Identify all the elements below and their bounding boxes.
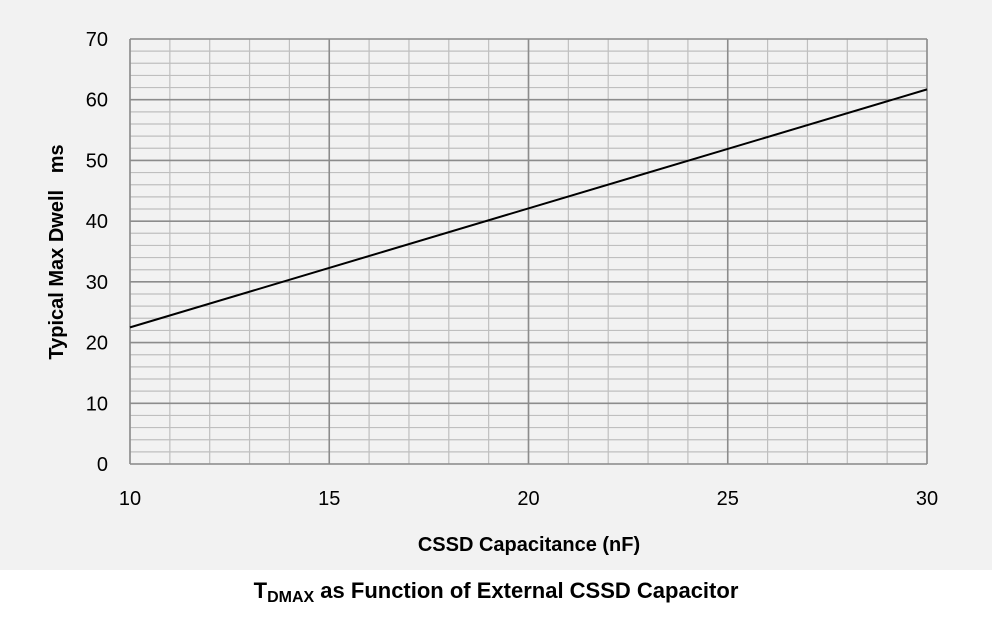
series-layer [129, 88, 928, 329]
major-grid [129, 38, 928, 465]
y-tick-labels: 0 10 20 30 40 50 60 70 [86, 29, 108, 476]
x-tick-labels: 10 15 20 25 30 [119, 488, 938, 510]
caption-suffix: as Function of External CSSD Capacitor [314, 578, 739, 603]
caption-prefix: T [253, 578, 268, 603]
y-tick-label: 70 [86, 29, 108, 51]
y-tick-label: 60 [86, 90, 108, 112]
y-tick-label: 10 [86, 393, 108, 415]
y-tick-label: 40 [86, 211, 108, 233]
caption-subscript: DMAX [267, 589, 315, 606]
x-tick-label: 15 [318, 488, 340, 510]
x-tick-label: 10 [119, 488, 141, 510]
chart-caption: TDMAX as Function of External CSSD Capac… [0, 578, 992, 607]
x-tick-label: 30 [916, 488, 938, 510]
x-tick-label: 20 [517, 488, 539, 510]
plot-area [0, 0, 992, 570]
series-line [129, 88, 928, 329]
y-tick-label: 50 [86, 150, 108, 172]
y-tick-label: 0 [97, 454, 108, 476]
line-chart: 10 15 20 25 30 0 10 20 30 40 50 60 70 CSSD Capacita… [46, 29, 938, 556]
y-axis-title: Typical Max Dwell ms [46, 144, 68, 359]
x-tick-label: 25 [717, 488, 739, 510]
x-axis-title: CSSD Capacitance (nF) [418, 534, 640, 556]
y-tick-label: 20 [86, 333, 108, 355]
y-tick-label: 30 [86, 272, 108, 294]
